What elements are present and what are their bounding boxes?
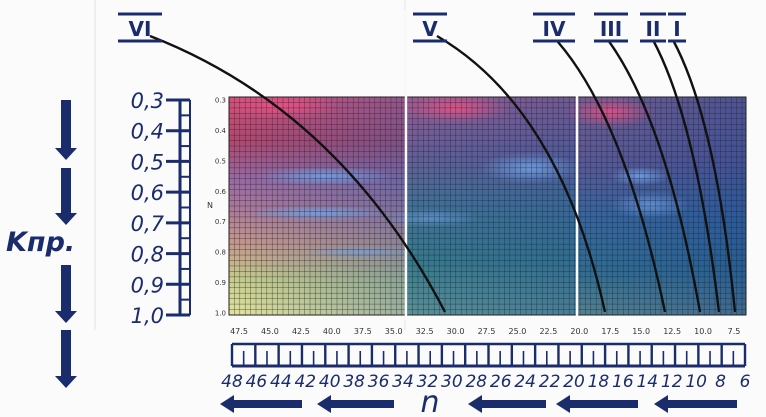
plot-y-tick: 0.7 bbox=[215, 218, 226, 226]
k-axis-tick-label: 0,7 bbox=[131, 212, 165, 236]
curve-line bbox=[651, 39, 721, 313]
plot-x-tick: 10.0 bbox=[694, 327, 712, 336]
plot-x-tick: 17.5 bbox=[601, 327, 619, 336]
k-axis-tick-label: 0,8 bbox=[131, 243, 164, 267]
n-axis-tick-label: 42 bbox=[294, 372, 316, 392]
curve-label: III bbox=[600, 17, 622, 41]
plot-x-tick: 47.5 bbox=[230, 327, 248, 336]
arrow-down-icon bbox=[55, 265, 77, 323]
n-axis-tick-label: 8 bbox=[715, 372, 726, 392]
curve-label: VI bbox=[129, 17, 152, 41]
k-axis-tick-label: 1,0 bbox=[131, 304, 164, 328]
curve-line bbox=[607, 39, 702, 313]
arrow-left-icon bbox=[220, 395, 302, 413]
plot-y-tick: 0.5 bbox=[215, 157, 226, 165]
arrow-left-icon bbox=[468, 395, 546, 413]
n-axis-tick-label: 22 bbox=[539, 372, 561, 392]
n-axis-tick-label: 34 bbox=[392, 372, 414, 392]
plot-y-tick: 0.3 bbox=[215, 97, 226, 105]
direction-arrows bbox=[55, 100, 737, 413]
curve-line bbox=[436, 34, 607, 313]
n-axis-tick-label: 46 bbox=[246, 372, 268, 392]
n-axis-tick-label: 10 bbox=[685, 372, 707, 392]
n-axis-tick-label: 28 bbox=[465, 372, 487, 392]
plot-x-tick: 15.0 bbox=[632, 327, 650, 336]
arrow-left-icon bbox=[556, 395, 638, 413]
curve-label: V bbox=[422, 17, 438, 41]
k-axis-label: Kпр. bbox=[6, 227, 75, 258]
n-axis-tick-label: 44 bbox=[270, 372, 292, 392]
plot-y-tick: 0.6 bbox=[215, 188, 227, 196]
n-axis-tick-label: 24 bbox=[514, 372, 536, 392]
plot-x-tick: 42.5 bbox=[292, 327, 310, 336]
n-axis-tick-label: 48 bbox=[221, 372, 243, 392]
n-axis-label: n bbox=[420, 385, 439, 417]
k-axis-tick-label: 0,9 bbox=[131, 273, 164, 297]
n-axis-tick-label: 18 bbox=[588, 372, 610, 392]
plot-x-tick: 30.0 bbox=[447, 327, 465, 336]
plot-y-tick: 0.9 bbox=[215, 279, 226, 287]
n-axis-tick-label: 16 bbox=[612, 372, 634, 392]
plot-x-tick: 7.5 bbox=[728, 327, 741, 336]
plot-frame bbox=[228, 96, 747, 316]
plot-x-tick: 37.5 bbox=[354, 327, 372, 336]
curves: VI V IV III II I bbox=[118, 12, 737, 313]
plot-grid bbox=[229, 97, 746, 315]
k-axis-tick-label: 0,6 bbox=[131, 181, 164, 205]
n-axis-tick-label: 20 bbox=[563, 372, 585, 392]
arrow-down-icon bbox=[55, 100, 77, 160]
curve-label: II bbox=[646, 17, 661, 41]
n-axis-tick-label: 30 bbox=[441, 372, 463, 392]
plot-x-tick: 35.0 bbox=[385, 327, 403, 336]
plot-x-tick: 45.0 bbox=[261, 327, 279, 336]
plot-x-tick: 40.0 bbox=[323, 327, 341, 336]
plot-x-tick: 25.0 bbox=[509, 327, 527, 336]
arrow-left-icon bbox=[654, 395, 737, 413]
k-axis-tick-label: 0,3 bbox=[131, 89, 164, 113]
n-axis-tick-label: 6 bbox=[740, 372, 751, 392]
k-axis: 0,3 0,4 0,5 0,6 0,7 0,8 0,9 1,0 Kпр. bbox=[6, 89, 191, 328]
plot-x-tick: 32.5 bbox=[416, 327, 434, 336]
n-axis-tick-label: 14 bbox=[636, 372, 658, 392]
n-axis-tick-label: 32 bbox=[417, 372, 439, 392]
n-axis: 48 46 44 42 40 38 36 34 32 30 28 26 24 22 20 18 16 14 12 10… bbox=[221, 342, 751, 417]
curve-line bbox=[557, 41, 667, 313]
plot-x-tick: 12.5 bbox=[663, 327, 681, 336]
arrow-down-icon bbox=[55, 330, 77, 388]
plot-x-tick: 22.5 bbox=[539, 327, 557, 336]
arrow-down-icon bbox=[55, 168, 77, 225]
plot-y-tick: 1.0 bbox=[215, 310, 226, 318]
arrow-left-icon bbox=[317, 395, 394, 413]
curve-label: I bbox=[673, 17, 680, 41]
plot-x-tick: 20.0 bbox=[570, 327, 588, 336]
n-axis-tick-label: 12 bbox=[661, 372, 683, 392]
curve-label: IV bbox=[543, 17, 566, 41]
plot-y-axis-letter: N bbox=[207, 201, 213, 210]
plot-x-tick: 27.5 bbox=[478, 327, 496, 336]
n-axis-tick-label: 38 bbox=[343, 372, 365, 392]
plot-ticks: 0.3 0.4 0.5 0.6 0.7 0.8 0.9 1.0 47.5 45.0 42.5 40.0… bbox=[215, 97, 741, 337]
plot-y-tick: 0.8 bbox=[215, 249, 226, 257]
k-axis-tick-label: 0,5 bbox=[131, 150, 164, 174]
plot-y-tick: 0.4 bbox=[215, 127, 227, 135]
curve-line bbox=[149, 34, 447, 313]
k-axis-tick-label: 0,4 bbox=[131, 120, 164, 144]
curve-line bbox=[671, 39, 737, 313]
n-axis-tick-label: 26 bbox=[490, 372, 512, 392]
n-axis-tick-label: 36 bbox=[368, 372, 390, 392]
n-axis-tick-label: 40 bbox=[319, 372, 341, 392]
